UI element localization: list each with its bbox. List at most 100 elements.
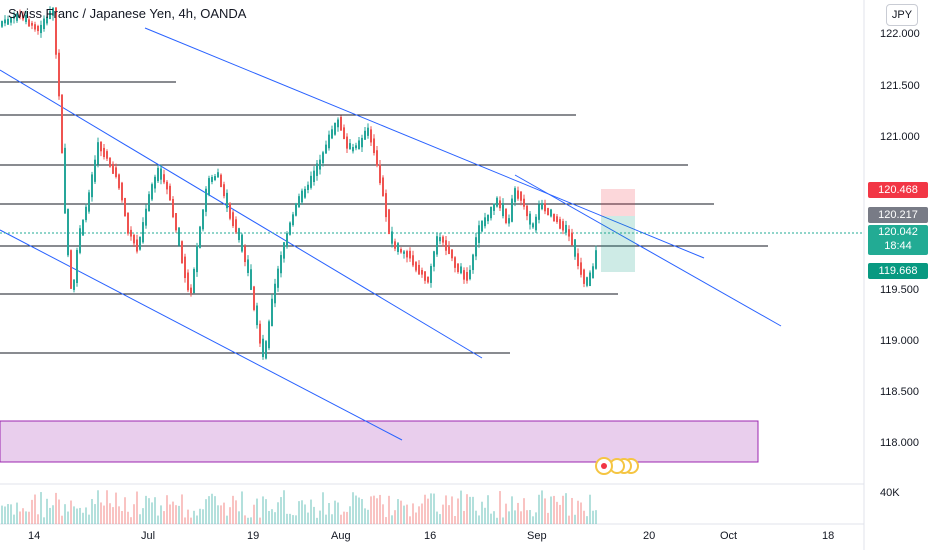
candle-body [100, 141, 102, 152]
demand-zone[interactable] [0, 420, 759, 463]
volume-bar [355, 495, 357, 524]
candle-body [409, 250, 411, 259]
previous-close-tag: 120.217 [868, 207, 928, 223]
volume-bar [256, 498, 258, 524]
candle-body [418, 264, 420, 275]
volume-bar [187, 509, 189, 524]
candle-body [49, 11, 51, 20]
volume-bar [475, 510, 477, 524]
candle-body [184, 256, 186, 279]
candle-body [478, 225, 480, 243]
volume-bar [280, 497, 282, 524]
candle-body [544, 203, 546, 212]
volume-bar [490, 513, 492, 524]
volume-bar [22, 508, 24, 524]
volume-label: 40K [880, 487, 900, 499]
candle-body [271, 298, 273, 327]
volume-bar [250, 517, 252, 524]
volume-bar [295, 515, 297, 524]
candle-body [571, 232, 573, 246]
volume-bar [121, 510, 123, 524]
volume-bar [400, 500, 402, 524]
volume-bar [322, 492, 324, 524]
candlestick-series [1, 6, 597, 360]
candle-body [157, 167, 159, 182]
candle-body [475, 237, 477, 257]
candle-body [421, 270, 423, 275]
volume-bar [316, 517, 318, 524]
candle-body [451, 249, 453, 259]
volume-bar [172, 501, 174, 524]
candle-body [322, 152, 324, 164]
volume-bar [52, 505, 54, 524]
volume-bar [526, 510, 528, 524]
volume-bar [79, 507, 81, 524]
candle-body [85, 206, 87, 221]
volume-bar [226, 515, 228, 524]
time-label: Jul [141, 530, 156, 542]
candle-body [580, 262, 582, 275]
candle-body [172, 199, 174, 218]
volume-bar [286, 513, 288, 524]
volume-bar [19, 511, 21, 524]
bar-countdown: 18:44 [884, 240, 912, 252]
position-stop-zone [601, 189, 635, 216]
candle-body [139, 236, 141, 250]
candle-body [97, 142, 99, 165]
volume-bar [559, 504, 561, 524]
volume-bar [178, 505, 180, 524]
trend-lines [0, 27, 782, 441]
candle-body [550, 209, 552, 217]
candle-body [526, 205, 528, 217]
volume-bar [109, 503, 111, 524]
candle-body [514, 188, 516, 203]
candle-body [298, 196, 300, 208]
volume-bar [589, 494, 591, 524]
event-markers [595, 457, 639, 475]
candle-body [433, 251, 435, 267]
trendline [144, 27, 705, 259]
candle-body [313, 170, 315, 183]
volume-bar [16, 502, 18, 524]
candle-body [220, 174, 222, 188]
volume-bar [190, 517, 192, 524]
candle-body [40, 24, 42, 34]
volume-bar [415, 512, 417, 524]
candle-body [385, 193, 387, 218]
volume-bar [277, 502, 279, 524]
symbol-title: Swiss Franc / Japanese Yen, 4h, OANDA [8, 6, 247, 21]
candle-body [130, 229, 132, 237]
volume-bar [229, 507, 231, 524]
volume-bar [586, 516, 588, 524]
candle-body [193, 269, 195, 293]
volume-bar [238, 511, 240, 524]
candle-body [4, 19, 6, 24]
candle-body [529, 213, 531, 225]
last-price-value: 120.042 [878, 226, 918, 238]
candle-body [241, 234, 243, 252]
currency-button[interactable]: JPY [886, 4, 918, 26]
candle-body [499, 200, 501, 209]
volume-bar [100, 502, 102, 524]
volume-bar [88, 514, 90, 524]
volume-bar [373, 495, 375, 524]
volume-bar [298, 501, 300, 524]
candle-body [274, 283, 276, 304]
volume-bar [388, 495, 390, 524]
time-label: 16 [424, 530, 437, 542]
volume-bar [457, 498, 459, 524]
volume-bar [91, 499, 93, 524]
candle-body [484, 217, 486, 227]
volume-bar [376, 498, 378, 524]
volume-bar [181, 494, 183, 524]
volume-bar [562, 495, 564, 524]
candle-body [136, 239, 138, 252]
candle-body [217, 172, 219, 178]
volume-bar [346, 511, 348, 524]
volume-bar [25, 511, 27, 524]
candle-body [355, 145, 357, 149]
volume-bar [361, 499, 363, 524]
candle-body [367, 127, 369, 136]
volume-bar [139, 514, 141, 524]
